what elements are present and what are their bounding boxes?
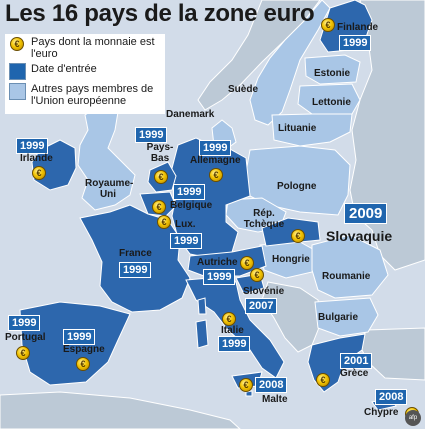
country-label-grece: Grèce (340, 368, 369, 379)
country-label-belgique: Belgique (170, 200, 213, 211)
country-label-lettonie: Lettonie (312, 97, 351, 108)
country-label-rep-tcheque: Rép. Tchèque (243, 208, 285, 230)
country-label-allemagne: Allemagne (190, 155, 241, 166)
country-label-royaume-uni: Royaume-Uni (85, 178, 134, 200)
euro-coin-malte: € (239, 378, 253, 392)
euro-coin-allemagne: € (209, 168, 223, 182)
year-badge-slovaquie: 2009 (344, 203, 388, 224)
country-label-luxembourg: Lux. (175, 219, 196, 230)
euro-coin-slovaquie: € (291, 229, 305, 243)
country-label-bulgarie: Bulgarie (318, 312, 359, 323)
legend-date-swatch (9, 63, 26, 80)
land-sweden (249, 0, 331, 126)
country-label-chypre: Chypre (364, 407, 399, 418)
euro-coin-pays-bas: € (154, 170, 168, 184)
country-label-slovenie: Slovénie (243, 286, 285, 297)
country-label-danemark: Danemark (166, 109, 215, 120)
land-romania (311, 234, 389, 299)
year-badge-pays-bas: 1999 (135, 127, 168, 143)
euro-coin-autriche: € (240, 256, 254, 270)
legend-row-euro: € Pays dont la monnaie est l'euro (9, 36, 163, 60)
country-label-portugal: Portugal (5, 332, 46, 343)
land-uk (77, 104, 136, 211)
country-label-estonie: Estonie (314, 68, 351, 79)
euro-coin-luxembourg: € (157, 215, 171, 229)
country-label-malte: Malte (262, 394, 288, 405)
country-label-autriche: Autriche (197, 257, 238, 268)
afp-logo: afp (405, 410, 421, 426)
land-africa (0, 391, 241, 429)
legend-other-label: Autres pays membres de l'Union européenn… (31, 83, 154, 107)
year-badge-belgique: 1999 (173, 184, 206, 200)
country-label-finlande: Finlande (337, 22, 379, 33)
country-label-pays-bas: Pays-Bas (146, 142, 174, 164)
country-label-hongrie: Hongrie (272, 254, 310, 265)
legend-euro-swatch: € (9, 36, 26, 53)
land-estonia (304, 54, 361, 85)
year-badge-allemagne: 1999 (199, 140, 232, 156)
land-sardinia (195, 319, 209, 349)
euro-coin-grece: € (316, 373, 330, 387)
country-label-pologne: Pologne (277, 181, 317, 192)
year-badge-portugal: 1999 (8, 315, 41, 331)
land-bulgaria (314, 297, 379, 337)
country-label-slovaquie: Slovaquie (326, 228, 393, 244)
euro-coin-icon: € (10, 37, 24, 51)
land-france (79, 204, 191, 313)
country-label-lituanie: Lituanie (278, 123, 317, 134)
year-badge-luxembourg: 1999 (170, 233, 203, 249)
euro-coin-espagne: € (76, 357, 90, 371)
land-italy (185, 277, 285, 379)
year-badge-slovenie: 2007 (245, 298, 278, 314)
year-badge-france: 1999 (119, 262, 152, 278)
year-badge-malte: 2008 (255, 377, 288, 393)
year-badge-italie: 1999 (218, 336, 251, 352)
map-title: Les 16 pays de la zone euro (5, 0, 315, 27)
country-label-france: France (119, 248, 152, 259)
euro-coin-slovenie: € (250, 268, 264, 282)
country-label-suede: Suède (228, 84, 259, 95)
legend: € Pays dont la monnaie est l'euro Date d… (5, 34, 165, 114)
land-malta (245, 390, 253, 397)
year-badge-espagne: 1999 (63, 329, 96, 345)
legend-other-swatch (9, 83, 26, 100)
year-badge-grece: 2001 (340, 353, 373, 369)
land-corsica (197, 297, 207, 315)
legend-row-other: Autres pays membres de l'Union européenn… (9, 83, 163, 107)
euro-coin-italie: € (222, 312, 236, 326)
euro-coin-irlande: € (32, 166, 46, 180)
legend-euro-label: Pays dont la monnaie est l'euro (31, 36, 155, 60)
legend-row-date: Date d'entrée (9, 63, 163, 80)
country-label-italie: Italie (221, 325, 244, 336)
year-badge-irlande: 1999 (16, 138, 49, 154)
euro-coin-portugal: € (16, 346, 30, 360)
euro-coin-finlande: € (321, 18, 335, 32)
country-label-roumanie: Roumanie (322, 271, 371, 282)
euro-coin-belgique: € (152, 200, 166, 214)
year-badge-chypre: 2008 (375, 389, 408, 405)
land-lithuania (271, 113, 353, 147)
country-label-espagne: Espagne (63, 344, 105, 355)
year-badge-finlande: 1999 (339, 35, 372, 51)
legend-date-label: Date d'entrée (31, 63, 97, 75)
country-label-irlande: Irlande (20, 153, 53, 164)
land-russia-east (349, 0, 425, 271)
year-badge-autriche: 1999 (203, 269, 236, 285)
